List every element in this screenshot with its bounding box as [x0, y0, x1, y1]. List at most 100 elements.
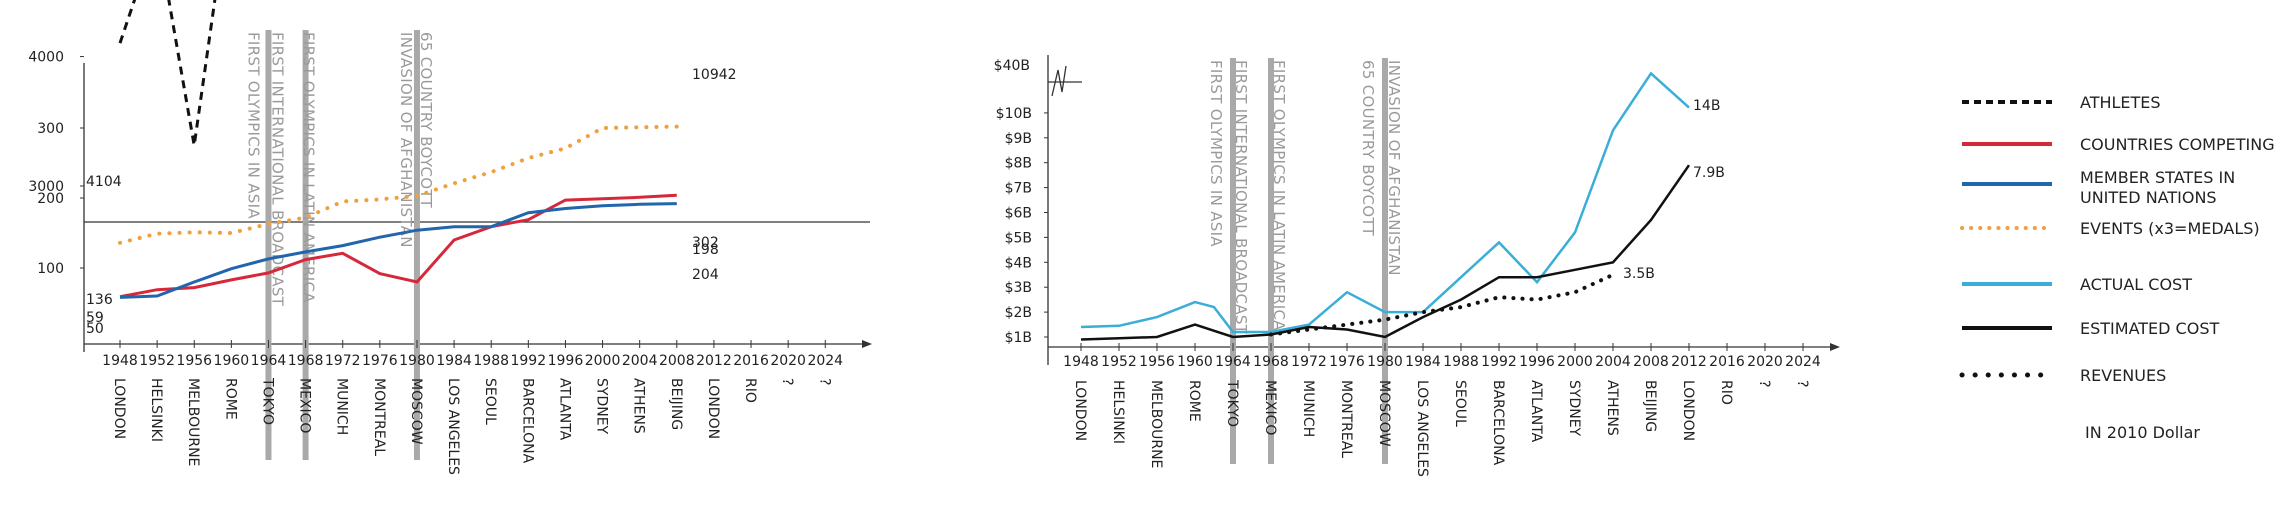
x-tick-label: 1968	[1253, 354, 1289, 370]
city-label: BEIJING	[1642, 380, 1658, 432]
series-start-label: 136	[86, 292, 113, 308]
city-label: ?	[1794, 380, 1810, 387]
event-label: 65 COUNTRY BOYCOTT	[417, 32, 435, 209]
legend-label: ATHLETES	[2080, 93, 2161, 112]
city-label: MEXICO	[1262, 380, 1278, 435]
y-tick-label: $4B	[1005, 255, 1032, 271]
x-tick-label: 1964	[251, 353, 287, 369]
axis-break-zigzag	[1051, 65, 1067, 97]
series-end-label: 204	[692, 267, 719, 283]
legend-item: COUNTRIES COMPETING	[1962, 135, 2275, 154]
city-label: LONDON	[1680, 380, 1696, 441]
event-bar	[1268, 58, 1274, 464]
city-label: ?	[779, 378, 795, 385]
city-label: TOKYO	[259, 377, 275, 425]
x-tick-label: 2004	[1595, 354, 1631, 370]
series-line	[119, 202, 677, 299]
city-label: LONDON	[705, 378, 721, 439]
event-label: 65 COUNTRY BOYCOTT	[1359, 60, 1377, 237]
x-tick-label: 1952	[139, 353, 175, 369]
city-label: MOSCOW	[1376, 380, 1392, 447]
series-start-label: 59	[86, 310, 104, 326]
city-label: LONDON	[111, 378, 127, 439]
x-tick-label: 2016	[1709, 354, 1745, 370]
event-label: INVASION OF AFGHANISTAN	[397, 32, 415, 248]
legend-item: EVENTS (x3=MEDALS)	[1960, 219, 2260, 238]
x-tick-label: 1948	[1063, 354, 1099, 370]
event-bar	[413, 30, 420, 460]
legend-item: REVENUES	[1959, 366, 2166, 385]
legend: ATHLETES COUNTRIES COMPETING MEMBER STATES…	[1959, 93, 2275, 442]
event-bar	[302, 30, 309, 460]
y-tick-label: $6B	[1005, 206, 1032, 222]
city-label: ?	[816, 378, 832, 385]
y-tick-label: 3000	[28, 179, 64, 195]
y-tick-label: 100	[37, 261, 64, 277]
event-label: FIRST OLYMPICS IN ASIA	[244, 32, 262, 219]
legend-label-line2: UNITED NATIONS	[2080, 188, 2217, 207]
x-tick-label: 1988	[473, 353, 509, 369]
y-tick-label: $2B	[1005, 305, 1032, 321]
x-tick-label: 1992	[1481, 354, 1517, 370]
x-tick-label: 1972	[325, 353, 361, 369]
city-label: TOKYO	[1224, 379, 1240, 427]
legend-label: ESTIMATED COST	[2080, 319, 2219, 338]
y-tick-label: $8B	[1005, 156, 1032, 172]
city-label: MONTREAL	[1338, 380, 1354, 458]
x-tick-label: 2008	[1633, 354, 1669, 370]
legend-item: ACTUAL COST	[1962, 275, 2192, 294]
city-label: SYDNEY	[594, 378, 610, 435]
legend-label: COUNTRIES COMPETING	[2080, 135, 2275, 154]
x-tick-label: 2020	[770, 353, 806, 369]
city-label: RIO	[1718, 380, 1734, 405]
x-tick-label: 2012	[1671, 354, 1707, 370]
x-tick-label: 1988	[1443, 354, 1479, 370]
x-tick-label: 1980	[399, 353, 435, 369]
unit-note: IN 2010 Dollar	[2085, 423, 2200, 442]
city-label: ROME	[1186, 380, 1202, 422]
y-tick-label: $3B	[1005, 280, 1032, 296]
series-start-label: 4104	[86, 174, 122, 190]
x-tick-label: 2000	[585, 353, 621, 369]
y-tick-label: 300	[37, 121, 64, 137]
x-tick-label: 2024	[807, 353, 843, 369]
x-tick-label: 1964	[1215, 354, 1251, 370]
city-label: ATHENS	[1604, 380, 1620, 436]
series-line	[118, 124, 679, 245]
legend-item: ATHLETES	[1962, 93, 2161, 112]
series-end-label: 14B	[1693, 98, 1720, 114]
city-label: SYDNEY	[1566, 380, 1582, 437]
series-end-label: 302	[692, 235, 719, 251]
city-label: MELBOURNE	[185, 378, 201, 466]
city-label: LONDON	[1072, 380, 1088, 441]
x-axis-arrow	[1830, 343, 1840, 351]
x-tick-label: 1956	[176, 353, 212, 369]
event-label: FIRST OLYMPICS IN ASIA	[1207, 60, 1225, 247]
city-label: ATLANTA	[1528, 380, 1544, 443]
city-label: ATLANTA	[556, 378, 572, 441]
event-bar	[1230, 58, 1236, 464]
x-tick-label: 1976	[1329, 354, 1365, 370]
city-label: MUNICH	[1300, 380, 1316, 437]
y-tick-label: $1B	[1005, 330, 1032, 346]
city-label: ATHENS	[631, 378, 647, 434]
city-label: BEIJING	[668, 378, 684, 430]
y-tick-label: 4000	[28, 50, 64, 66]
city-label: LOS ANGELES	[445, 378, 461, 475]
x-tick-label: 1984	[436, 353, 472, 369]
series-line	[118, 0, 217, 146]
city-label: RIO	[742, 378, 758, 403]
x-tick-label: 2004	[622, 353, 658, 369]
x-tick-label: 1984	[1405, 354, 1441, 370]
series-start-label: 50	[86, 321, 104, 337]
city-label: HELSINKI	[1110, 380, 1126, 444]
city-label: SEOUL	[482, 378, 498, 425]
legend-label: EVENTS (x3=MEDALS)	[2080, 219, 2260, 238]
series-line	[1080, 71, 1690, 334]
x-tick-label: 2016	[733, 353, 769, 369]
x-tick-label: 2020	[1747, 354, 1783, 370]
event-label: INVASION OF AFGHANISTAN	[1385, 60, 1403, 276]
x-tick-label: 2000	[1557, 354, 1593, 370]
